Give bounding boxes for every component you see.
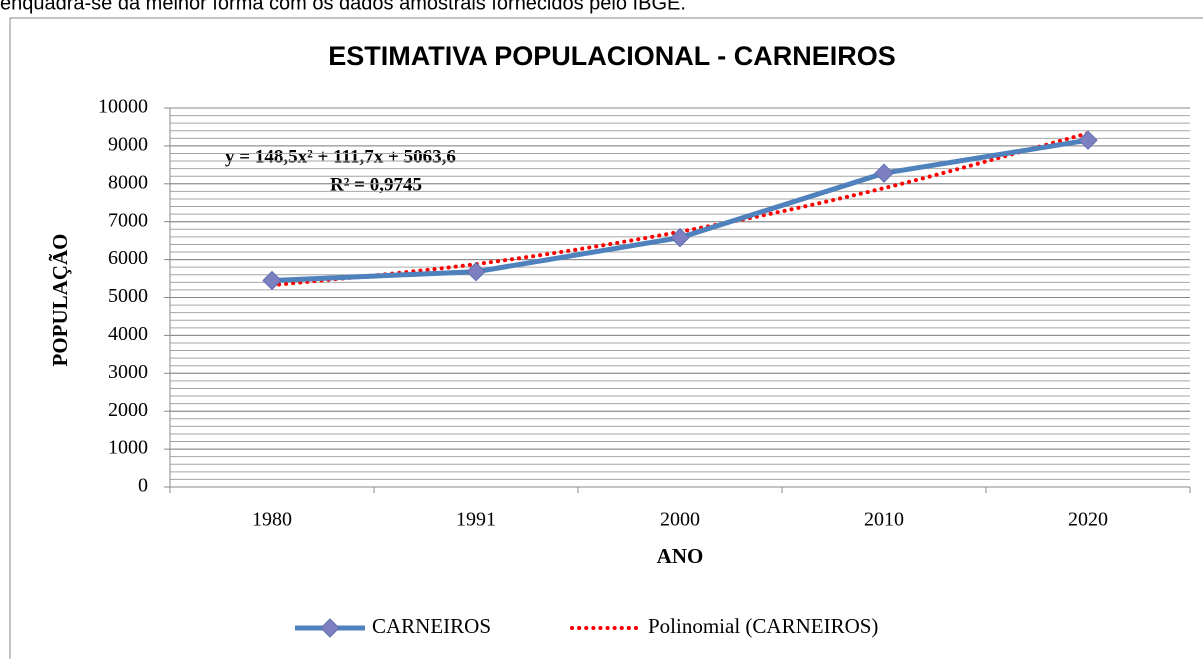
x-axis-label: ANO xyxy=(657,544,704,568)
x-tick-label: 2000 xyxy=(660,509,700,531)
marker xyxy=(670,227,690,248)
x-tick-label: 2010 xyxy=(864,509,904,531)
y-tick-label: 7000 xyxy=(108,209,148,231)
page-text: enquadra-se da melhor forma com os dados… xyxy=(0,0,686,14)
marker xyxy=(262,270,282,291)
legend-label: CARNEIROS xyxy=(372,614,491,638)
x-tick-label: 1991 xyxy=(456,509,496,531)
y-tick-label: 9000 xyxy=(108,133,148,155)
legend-label: Polinomial (CARNEIROS) xyxy=(648,614,878,638)
y-tick-label: 5000 xyxy=(108,285,148,307)
y-tick-label: 4000 xyxy=(108,323,148,345)
r-squared: R² = 0,9745 xyxy=(330,174,422,195)
equation: y = 148,5x² + 111,7x + 5063,6 xyxy=(225,146,456,167)
y-tick-label: 3000 xyxy=(108,361,148,383)
x-tick-label: 2020 xyxy=(1068,509,1108,531)
x-tick-label: 1980 xyxy=(252,509,292,531)
marker xyxy=(874,163,894,183)
y-tick-label: 1000 xyxy=(108,437,148,459)
y-tick-label: 8000 xyxy=(108,171,148,193)
y-tick-label: 0 xyxy=(138,475,148,497)
y-tick-label: 10000 xyxy=(98,96,148,118)
y-tick-label: 2000 xyxy=(108,399,148,421)
marker xyxy=(466,262,486,282)
y-axis-label: POPULAÇÃO xyxy=(48,234,72,367)
chart-frame xyxy=(9,17,1203,659)
marker xyxy=(320,618,340,638)
marker xyxy=(1078,130,1098,150)
chart-title: ESTIMATIVA POPULACIONAL - CARNEIROS xyxy=(328,41,896,71)
y-tick-label: 6000 xyxy=(108,247,148,269)
